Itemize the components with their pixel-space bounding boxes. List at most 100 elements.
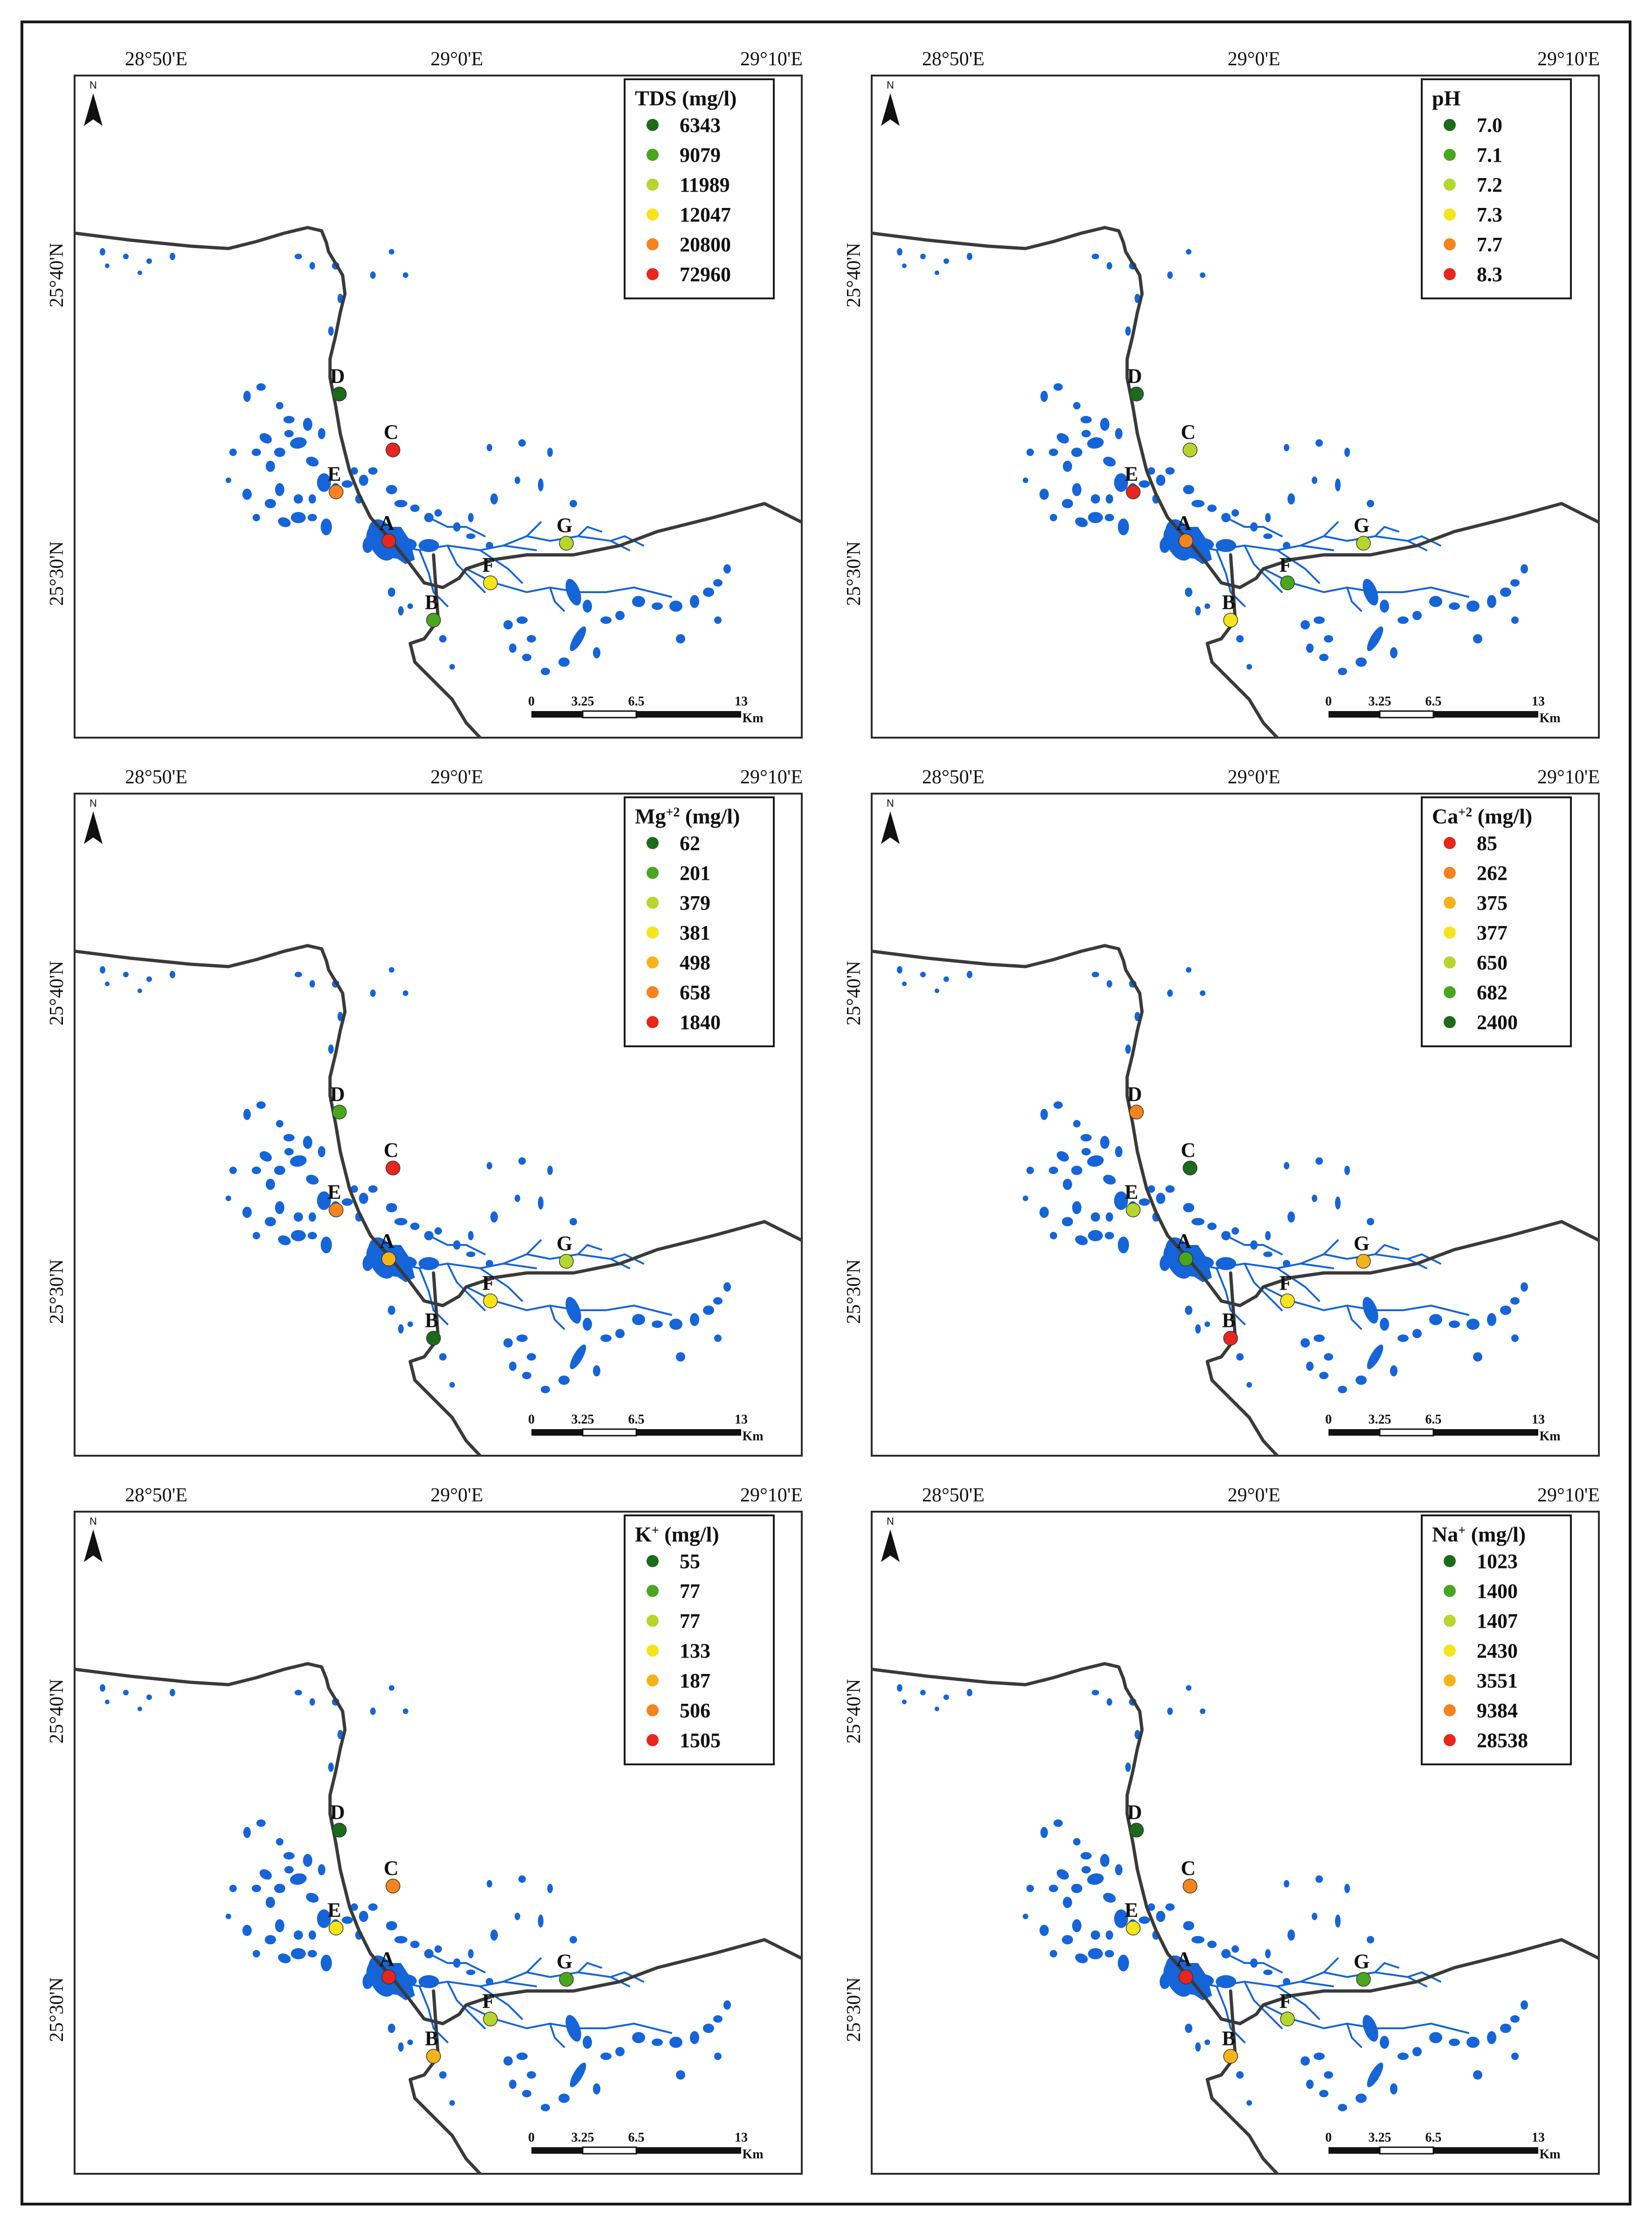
- water-body: [1283, 542, 1290, 549]
- water-body: [1115, 1146, 1122, 1157]
- water-body: [1200, 990, 1205, 996]
- longitude-tick-label: 28°50'E: [922, 48, 984, 70]
- site-label-b: B: [1222, 2027, 1235, 2050]
- water-body: [256, 1101, 266, 1109]
- water-body: [570, 1936, 577, 1943]
- legend-swatch: [647, 926, 659, 939]
- site-label-b: B: [425, 591, 438, 614]
- site-label-g: G: [1354, 514, 1370, 537]
- water-body: [252, 1167, 261, 1174]
- site-marker-d: [332, 387, 347, 401]
- water-body: [1088, 1948, 1103, 1959]
- lake-small: [419, 539, 439, 552]
- water-body: [100, 248, 105, 256]
- water-body: [558, 1376, 570, 1385]
- water-body: [434, 509, 442, 517]
- water-body: [1390, 2083, 1397, 2095]
- water-body: [1148, 1185, 1155, 1193]
- water-body: [146, 1694, 152, 1700]
- water-body: [317, 1191, 331, 1210]
- water-body: [486, 1260, 493, 1267]
- water-body: [1205, 2039, 1210, 2045]
- water-body: [1301, 2056, 1310, 2066]
- legend-value: 1505: [680, 1729, 721, 1752]
- stream-channel: [549, 1305, 565, 1330]
- site-marker-e: [1126, 484, 1141, 499]
- water-body: [565, 579, 581, 606]
- latitude-tick-label: 25°40'N: [843, 1679, 865, 1744]
- water-body: [253, 514, 260, 521]
- scale-bar-unit: Km: [1539, 711, 1560, 726]
- water-body: [1075, 1235, 1088, 1245]
- site-label-e: E: [327, 1181, 341, 1203]
- water-body: [1114, 473, 1128, 492]
- water-body: [1335, 1196, 1341, 1210]
- water-body: [1107, 262, 1112, 270]
- water-body: [1105, 1232, 1114, 1239]
- water-body: [424, 1949, 434, 1958]
- water-body: [1183, 485, 1194, 494]
- water-body: [449, 1382, 455, 1388]
- legend-value: 7.0: [1477, 114, 1502, 137]
- latitude-tick-label: 25°40'N: [843, 961, 865, 1026]
- site-marker-e: [329, 484, 344, 499]
- stream-channel: [1346, 1305, 1362, 1330]
- water-body: [1306, 2080, 1314, 2089]
- legend-swatch: [647, 1734, 659, 1746]
- water-body: [515, 1195, 520, 1202]
- water-body: [256, 1819, 266, 1827]
- water-body: [1207, 505, 1217, 512]
- water-body: [105, 1700, 110, 1704]
- site-label-c: C: [1181, 421, 1196, 443]
- water-body: [558, 657, 570, 667]
- north-arrow-icon: N: [84, 1515, 103, 1562]
- site-label-d: D: [1127, 365, 1142, 387]
- water-body: [1075, 517, 1088, 527]
- water-body: [1088, 512, 1103, 523]
- water-body: [516, 616, 528, 624]
- legend-value: 7.1: [1477, 144, 1502, 166]
- site-label-d: D: [330, 1801, 345, 1824]
- water-body: [359, 475, 368, 486]
- lake-small: [419, 1975, 439, 1988]
- water-body: [310, 980, 315, 988]
- water-body: [713, 1297, 723, 1305]
- water-body: [342, 480, 353, 488]
- water-body: [295, 1690, 302, 1695]
- map-svg: 28°50'E 29°0'E 29°10'E 25°40'N 25°30'N A B C D E F…: [843, 767, 1600, 1457]
- water-body: [1412, 1329, 1422, 1338]
- legend-value: 12047: [680, 203, 731, 226]
- water-body: [1319, 1372, 1328, 1379]
- water-body: [1165, 1185, 1175, 1193]
- water-body: [407, 2039, 413, 2045]
- water-body: [466, 1251, 475, 1257]
- water-body: [1091, 1930, 1100, 1940]
- water-body: [676, 1352, 685, 1362]
- water-body: [1100, 1854, 1109, 1867]
- water-body: [403, 990, 408, 996]
- north-arrow-icon: N: [881, 1515, 900, 1562]
- water-body: [259, 433, 272, 444]
- water-body: [703, 2024, 714, 2033]
- stream-channel: [395, 1980, 537, 1988]
- water-body: [1263, 533, 1273, 539]
- legend-swatch: [1444, 837, 1456, 849]
- water-body: [123, 972, 129, 977]
- water-body: [1071, 1166, 1082, 1175]
- boundary-line: [872, 226, 1599, 589]
- site-label-f: F: [1280, 1990, 1292, 2012]
- scale-bar-label: 3.25: [1369, 1412, 1391, 1427]
- site-marker-g: [559, 1972, 574, 1987]
- water-body: [723, 2000, 731, 2010]
- stream-channel: [633, 587, 672, 598]
- legend-swatch: [1444, 208, 1456, 221]
- water-body: [1114, 1909, 1128, 1928]
- scale-bar-label: 0: [528, 2130, 535, 2145]
- legend-value: 381: [680, 921, 710, 944]
- water-body: [723, 1282, 731, 1292]
- site-label-e: E: [327, 1899, 341, 1922]
- legend-value: 9384: [1477, 1699, 1518, 1722]
- water-body: [902, 982, 907, 986]
- water-body: [170, 253, 175, 260]
- water-body: [1063, 1897, 1072, 1908]
